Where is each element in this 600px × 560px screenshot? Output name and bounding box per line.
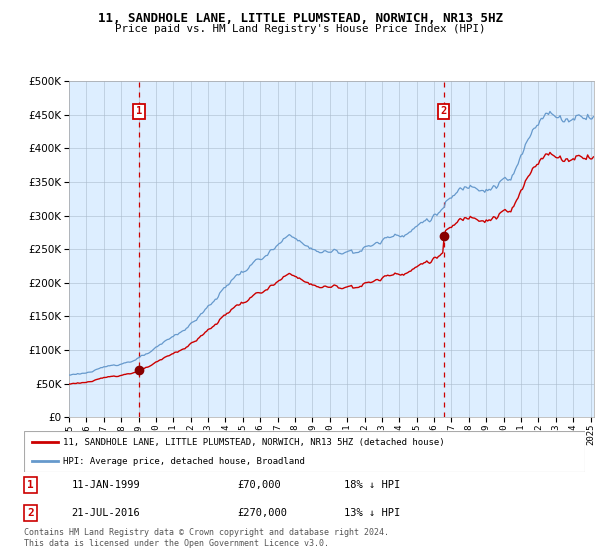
Text: Price paid vs. HM Land Registry's House Price Index (HPI): Price paid vs. HM Land Registry's House … [115,24,485,34]
Text: £70,000: £70,000 [237,480,281,490]
Text: This data is licensed under the Open Government Licence v3.0.: This data is licensed under the Open Gov… [24,539,329,548]
Text: 2: 2 [440,106,447,116]
Text: 11-JAN-1999: 11-JAN-1999 [71,480,140,490]
Text: 13% ↓ HPI: 13% ↓ HPI [344,508,400,518]
Text: 1: 1 [28,480,34,490]
FancyBboxPatch shape [24,431,585,472]
Text: 21-JUL-2016: 21-JUL-2016 [71,508,140,518]
Text: Contains HM Land Registry data © Crown copyright and database right 2024.: Contains HM Land Registry data © Crown c… [24,528,389,536]
Text: £270,000: £270,000 [237,508,287,518]
Text: 11, SANDHOLE LANE, LITTLE PLUMSTEAD, NORWICH, NR13 5HZ: 11, SANDHOLE LANE, LITTLE PLUMSTEAD, NOR… [97,12,503,25]
Text: HPI: Average price, detached house, Broadland: HPI: Average price, detached house, Broa… [63,457,305,466]
Text: 1: 1 [136,106,142,116]
Text: 11, SANDHOLE LANE, LITTLE PLUMSTEAD, NORWICH, NR13 5HZ (detached house): 11, SANDHOLE LANE, LITTLE PLUMSTEAD, NOR… [63,438,445,447]
Text: 2: 2 [28,508,34,518]
Text: 18% ↓ HPI: 18% ↓ HPI [344,480,400,490]
